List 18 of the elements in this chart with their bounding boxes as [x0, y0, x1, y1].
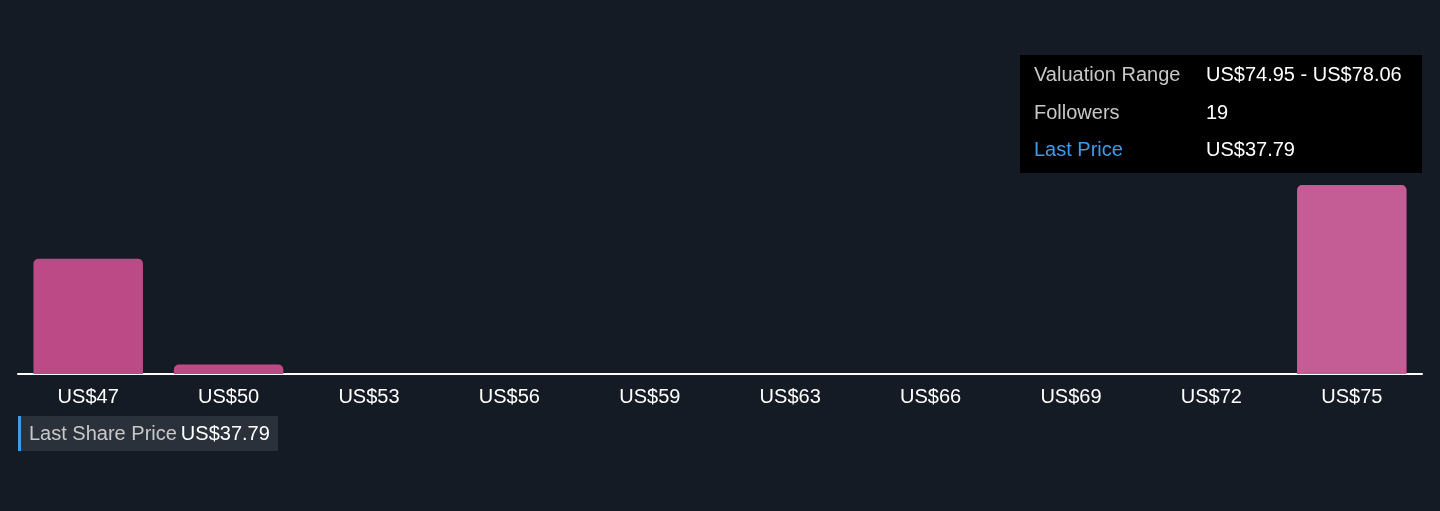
- x-tick-label: US$72: [1180, 385, 1242, 407]
- x-tick-label: US$50: [198, 385, 260, 407]
- x-tick-label: US$63: [759, 385, 821, 407]
- x-tick-label: US$56: [478, 385, 540, 407]
- text: 19: [1206, 100, 1230, 125]
- text: Valuation Range: [1034, 63, 1182, 87]
- text: US$37.79: [1206, 138, 1296, 163]
- x-tick-label: US$59: [619, 385, 681, 407]
- text: Last Share Price: [29, 422, 177, 445]
- x-tick-label: US$53: [338, 385, 400, 407]
- x-tick-label: US$75: [1321, 385, 1383, 407]
- x-tick-label: US$69: [1040, 385, 1102, 407]
- text: US$74.95 - US$78.06: [1206, 63, 1403, 87]
- text: Followers: [1034, 100, 1121, 125]
- text: US$37.79: [180, 422, 270, 445]
- text: Last Price: [1034, 138, 1124, 163]
- x-tick-label: US$66: [900, 385, 962, 407]
- x-tick-label: US$47: [57, 385, 119, 407]
